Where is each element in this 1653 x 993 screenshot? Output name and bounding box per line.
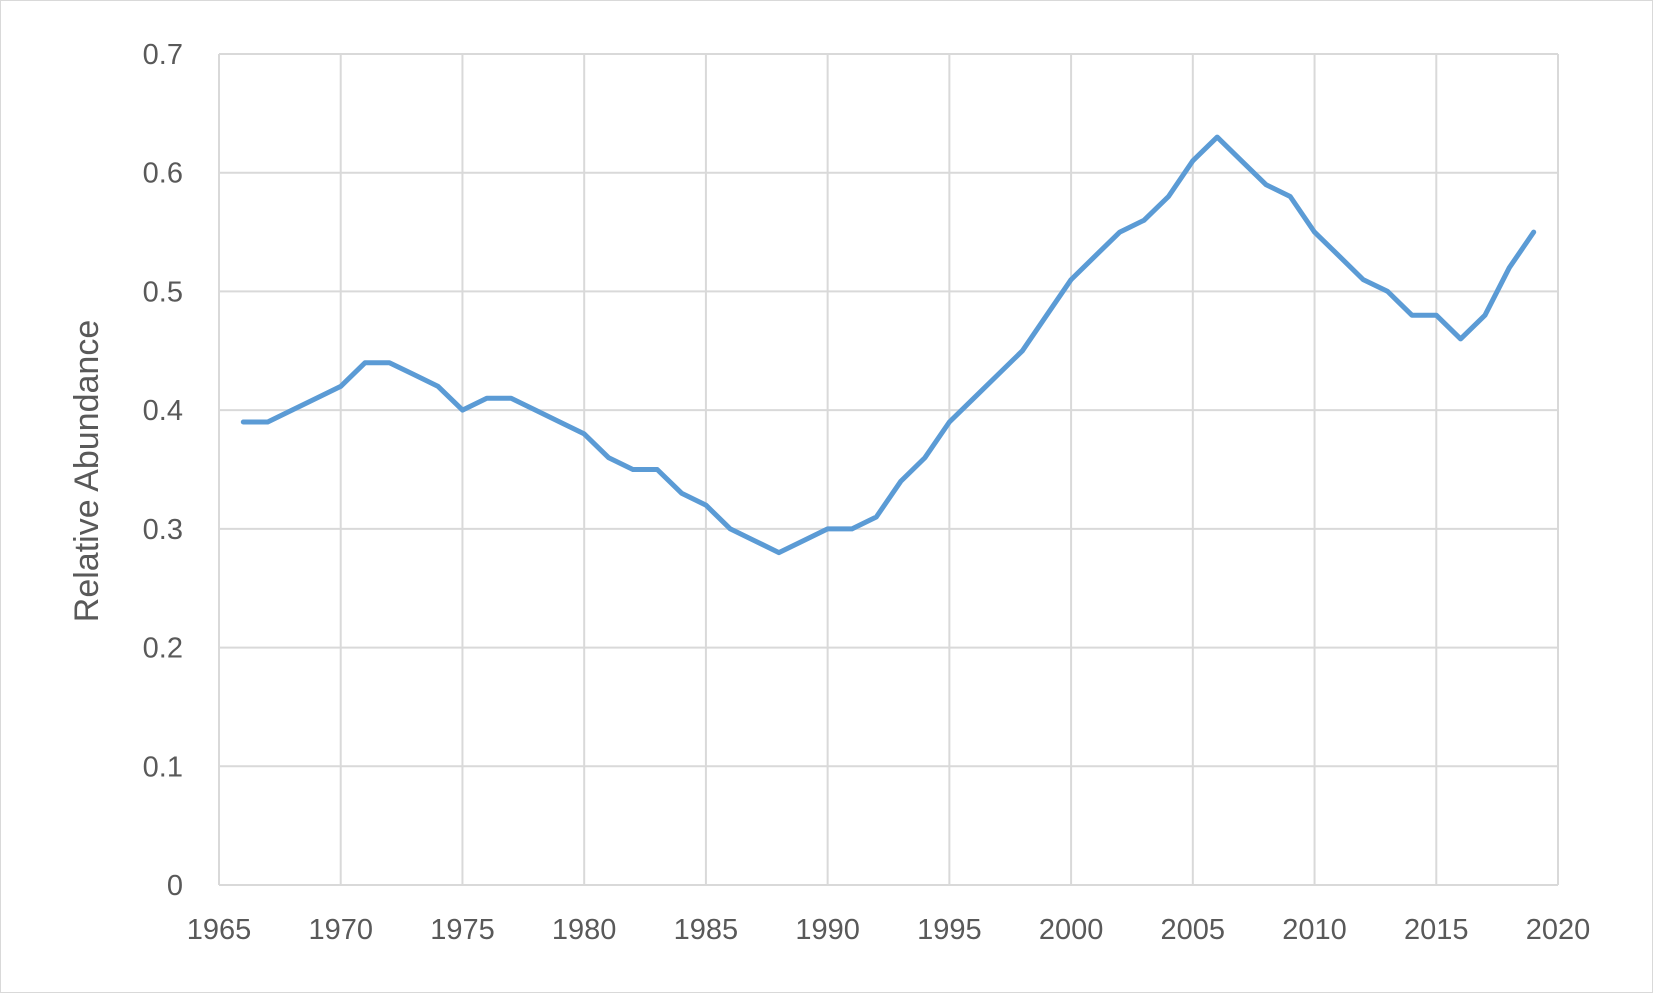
data-point	[1166, 194, 1171, 199]
data-point	[996, 372, 1001, 377]
data-point	[606, 455, 611, 460]
data-point	[484, 396, 489, 401]
y-tick-label: 0.3	[143, 514, 183, 546]
data-point	[582, 431, 587, 436]
data-point	[533, 408, 538, 413]
data-point	[265, 420, 270, 425]
data-point	[1336, 253, 1341, 258]
y-axis-title: Relative Abundance	[68, 320, 106, 622]
data-point	[1288, 194, 1293, 199]
x-tick-label: 2000	[1039, 914, 1104, 946]
data-point	[971, 396, 976, 401]
data-point	[655, 467, 660, 472]
data-point	[1385, 289, 1390, 294]
series-line	[240, 134, 1537, 556]
x-tick-label: 1990	[795, 914, 860, 946]
data-point	[1458, 336, 1463, 341]
x-tick-label: 1970	[308, 914, 373, 946]
x-tick-label: 2005	[1161, 914, 1226, 946]
x-tick-label: 1985	[674, 914, 739, 946]
data-point	[1482, 313, 1487, 318]
data-point	[241, 420, 246, 425]
data-point	[557, 420, 562, 425]
y-tick-label: 0.2	[143, 633, 183, 665]
data-point	[1093, 253, 1098, 258]
data-point	[1190, 158, 1195, 163]
data-point	[1215, 135, 1220, 140]
data-point	[314, 396, 319, 401]
data-point	[825, 526, 830, 531]
data-point	[387, 360, 392, 365]
y-tick-label: 0.6	[143, 158, 183, 190]
data-point	[776, 550, 781, 555]
y-tick-label: 0.1	[143, 751, 183, 783]
data-point	[874, 514, 879, 519]
data-point	[1044, 313, 1049, 318]
data-point	[363, 360, 368, 365]
data-point	[436, 384, 441, 389]
data-point	[728, 526, 733, 531]
x-tick-label: 1965	[187, 914, 252, 946]
data-point	[801, 538, 806, 543]
y-axis-tick-labels: 0 0.1 0.2 0.3 0.4 0.5 0.6 0.7	[143, 39, 183, 902]
data-point	[1312, 230, 1317, 235]
data-point	[509, 396, 514, 401]
series-layer	[240, 134, 1537, 556]
gridlines	[218, 53, 1559, 886]
data-point	[338, 384, 343, 389]
data-point	[1409, 313, 1414, 318]
data-point	[1069, 277, 1074, 282]
x-tick-label: 1975	[430, 914, 495, 946]
x-tick-label: 1995	[917, 914, 982, 946]
data-point	[1531, 230, 1536, 235]
x-tick-label: 2010	[1282, 914, 1347, 946]
data-point	[630, 467, 635, 472]
data-point	[411, 372, 416, 377]
data-point	[1117, 230, 1122, 235]
data-point	[1263, 182, 1268, 187]
data-point	[849, 526, 854, 531]
x-tick-label: 2020	[1526, 914, 1591, 946]
x-axis-tick-labels: 1965 1970 1975 1980 1985 1990 1995 2000 2005 2010…	[187, 914, 1591, 946]
data-point	[679, 491, 684, 496]
data-point	[1239, 158, 1244, 163]
data-point	[1020, 348, 1025, 353]
y-tick-label: 0.7	[143, 39, 183, 71]
data-point	[1507, 265, 1512, 270]
data-point	[898, 479, 903, 484]
data-point	[923, 455, 928, 460]
data-point	[947, 420, 952, 425]
data-point	[1142, 218, 1147, 223]
data-point	[1361, 277, 1366, 282]
y-tick-label: 0.5	[143, 276, 183, 308]
data-point	[752, 538, 757, 543]
y-tick-label: 0.4	[143, 395, 183, 427]
data-point	[460, 408, 465, 413]
data-point	[1434, 313, 1439, 318]
y-tick-label: 0	[167, 870, 183, 902]
data-point	[703, 503, 708, 508]
x-tick-label: 1980	[552, 914, 617, 946]
data-point	[290, 408, 295, 413]
x-tick-label: 2015	[1404, 914, 1469, 946]
